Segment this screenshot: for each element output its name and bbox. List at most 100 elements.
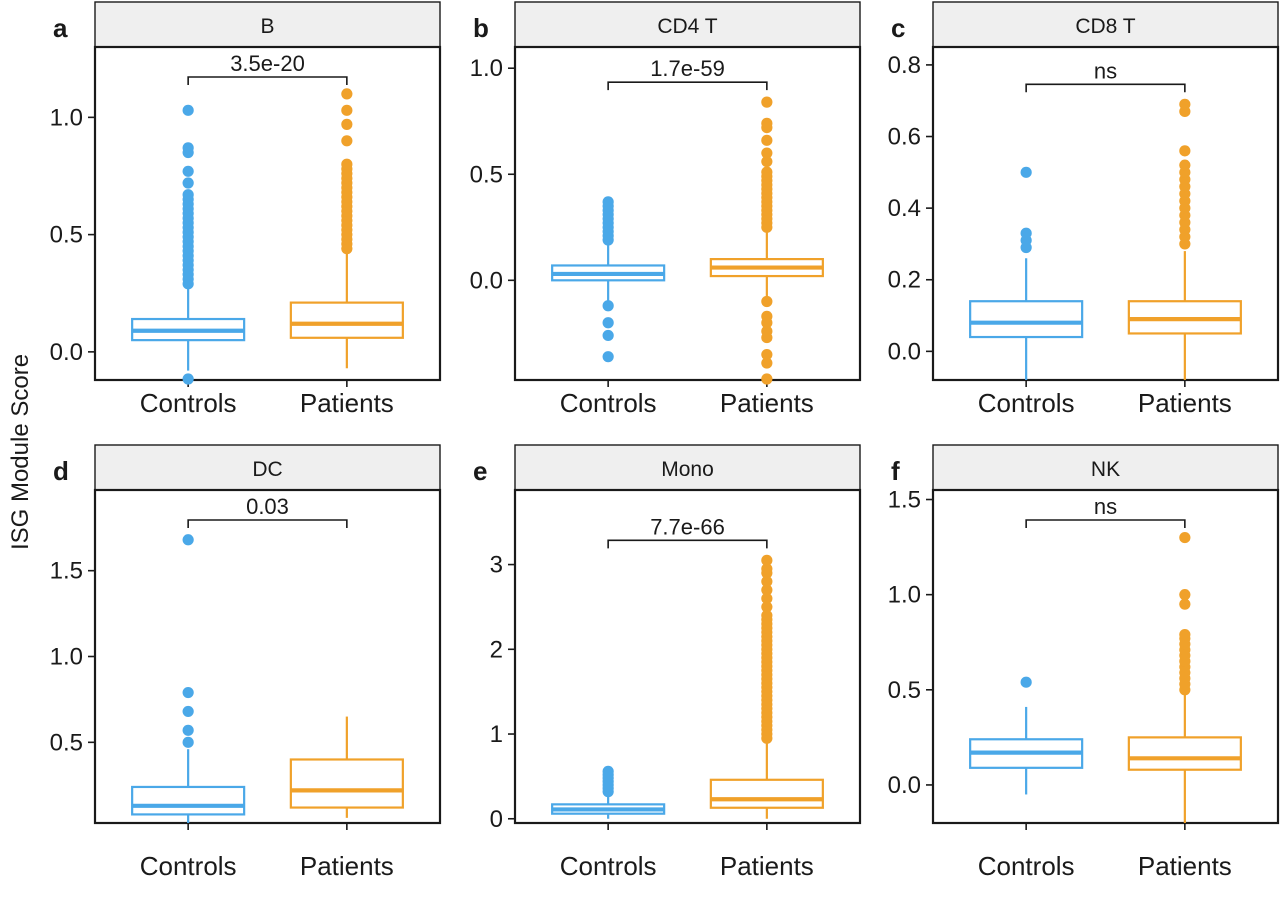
x-tick-label: Controls (560, 851, 657, 881)
box-patients (709, 554, 824, 819)
facet-title: NK (1091, 458, 1120, 481)
x-tick-label: Patients (720, 851, 814, 881)
outlier-point (341, 88, 353, 100)
panel-letter: e (473, 456, 487, 486)
x-tick-label: Patients (720, 388, 814, 418)
y-tick-label: 1.5 (888, 487, 921, 514)
plot-area (513, 488, 862, 825)
outlier-point (182, 724, 194, 736)
outlier-point (761, 357, 773, 369)
outlier-point (182, 177, 194, 189)
outlier-point (761, 609, 773, 622)
y-tick-label: 0.8 (888, 52, 921, 79)
box-controls (131, 104, 246, 385)
outlier-point (341, 158, 353, 170)
y-tick-label: 0.5 (50, 222, 83, 249)
box-controls (969, 166, 1084, 380)
panel-letter: b (473, 13, 489, 43)
panel-a: a B 0.0 0.5 1.0 Controls Patients 3.5e-20 (50, 1, 442, 418)
box-patients (289, 88, 404, 369)
outlier-point (1020, 166, 1032, 178)
y-tick-label: 0 (490, 806, 503, 833)
outlier-point (761, 325, 773, 337)
significance-bracket (187, 76, 348, 85)
y-tick-label: 1.0 (50, 644, 83, 671)
panel-d: d DC 0.5 1.0 1.5 Controls Patients 0.03 (50, 444, 442, 881)
panel-letter: f (891, 456, 900, 486)
panels-group: a B 0.0 0.5 1.0 Controls Patients 3.5e-20 b CD4 T… (50, 1, 1280, 881)
facet-title: CD4 T (657, 15, 717, 38)
outlier-point (602, 300, 614, 312)
outlier-point (182, 736, 194, 748)
box-body (1127, 736, 1242, 771)
outlier-point (1020, 676, 1032, 688)
plot-area (513, 45, 862, 382)
y-tick-label: 0.4 (888, 195, 921, 222)
y-tick-label: 0.0 (50, 339, 83, 366)
box-body (131, 785, 246, 816)
box-patients (1127, 98, 1242, 380)
panel-letter: a (53, 13, 68, 43)
plot-area (931, 45, 1280, 382)
significance-label: 0.03 (246, 494, 289, 519)
box-patients (1127, 531, 1242, 823)
outlier-point (182, 189, 194, 201)
outlier-point (182, 104, 194, 116)
x-tick-label: Controls (978, 388, 1075, 418)
box-controls (969, 676, 1084, 795)
y-tick-label: 1.0 (470, 55, 503, 82)
y-tick-label: 0.5 (888, 677, 921, 704)
y-tick-label: 0.0 (888, 772, 921, 799)
facet-title: CD8 T (1075, 15, 1135, 38)
x-tick-label: Patients (300, 388, 394, 418)
panel-f: f NK 0.0 0.5 1.0 1.5 Controls Patients ns (888, 444, 1280, 881)
facet-strip (514, 1, 861, 48)
outlier-point (182, 705, 194, 718)
outlier-point (1179, 629, 1191, 641)
outlier-point (1179, 159, 1191, 171)
outlier-point (761, 373, 773, 385)
box-body (969, 300, 1084, 339)
box-controls (131, 534, 246, 823)
outlier-point (1179, 589, 1191, 601)
x-tick-label: Controls (140, 388, 237, 418)
significance-label: 1.7e-59 (650, 56, 725, 81)
outlier-point (341, 135, 353, 147)
outlier-point (761, 348, 773, 361)
y-tick-label: 3 (490, 552, 503, 579)
y-tick-label: 1.0 (888, 582, 921, 609)
y-tick-label: 0.5 (50, 729, 83, 756)
outlier-point (1179, 145, 1191, 157)
panel-letter: d (53, 456, 69, 486)
significance-label: ns (1094, 494, 1117, 519)
outlier-point (761, 166, 773, 178)
outlier-point (341, 118, 353, 130)
outlier-point (761, 601, 773, 613)
outlier-point (761, 96, 773, 108)
outlier-point (761, 563, 773, 575)
facet-strip (94, 1, 441, 48)
facet-strip (514, 444, 861, 491)
outlier-point (761, 134, 773, 146)
y-tick-label: 0.0 (470, 267, 503, 294)
outlier-point (761, 554, 773, 566)
panel-e: e Mono 0 1 2 3 Controls Patients 7.7e-66 (473, 444, 862, 881)
outlier-point (761, 117, 773, 129)
panel-b: b CD4 T 0.0 0.5 1.0 Controls Patients 1.7e-59 (470, 1, 862, 418)
box-controls (551, 196, 666, 363)
significance-bracket (1025, 519, 1186, 528)
plot-area (931, 488, 1280, 825)
panel-c: c CD8 T 0.0 0.2 0.4 0.6 0.8 Controls Patients ns (888, 1, 1280, 418)
box-body (289, 758, 404, 809)
box-controls (551, 765, 666, 819)
y-tick-label: 1 (490, 721, 503, 748)
significance-bracket (1025, 83, 1186, 93)
outlier-point (1179, 531, 1191, 544)
facet-title: Mono (661, 458, 714, 481)
significance-bracket (607, 539, 768, 549)
box-patients (289, 716, 404, 818)
significance-label: ns (1094, 58, 1117, 83)
y-tick-label: 0.2 (888, 267, 921, 294)
outlier-point (761, 592, 773, 605)
